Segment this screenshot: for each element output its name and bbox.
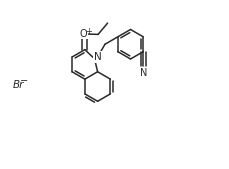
Text: +: + xyxy=(85,27,92,36)
Text: O: O xyxy=(79,29,87,39)
Text: −: − xyxy=(20,77,29,87)
Text: Br: Br xyxy=(13,79,25,90)
Text: N: N xyxy=(94,52,101,62)
Text: N: N xyxy=(140,68,147,78)
